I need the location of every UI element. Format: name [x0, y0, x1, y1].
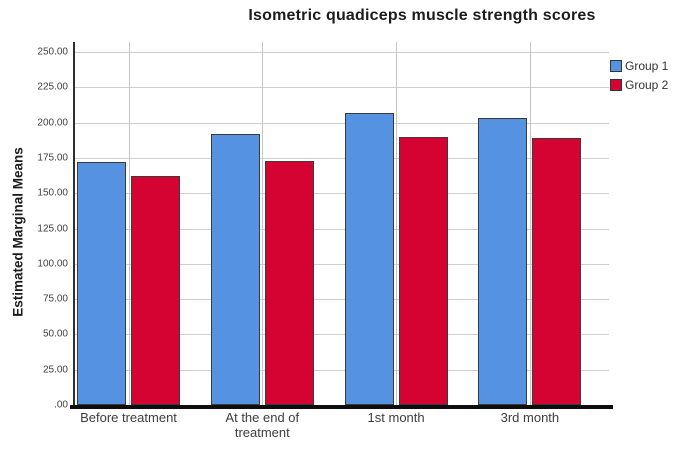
gridline-h: [73, 334, 609, 336]
y-axis-line: [73, 42, 75, 405]
bar-group-2-2: [398, 136, 448, 405]
x-axis-line: [70, 405, 613, 409]
gridline-h: [73, 87, 609, 89]
gridline-v: [396, 42, 398, 405]
x-tick-label: At the end of treatment: [225, 410, 300, 440]
legend: Group 1 Group 2: [610, 56, 668, 94]
y-tick-label: 225.00: [37, 81, 68, 93]
y-tick-label: 25.00: [42, 364, 68, 376]
x-tick-label: 1st month: [367, 410, 425, 425]
y-tick-label: 150.00: [37, 187, 68, 199]
bar-group-2-1: [264, 160, 314, 405]
gridline-h: [73, 299, 609, 301]
bar-group-1-1: [210, 133, 260, 405]
legend-label-group2: Group 2: [625, 77, 669, 92]
y-tick-label: .00: [54, 399, 68, 411]
y-tick-label: 125.00: [37, 223, 68, 234]
gridline-h: [73, 157, 609, 159]
gridline-h: [73, 193, 609, 195]
gridline-h: [73, 122, 609, 124]
x-tick-label: 3rd month: [500, 410, 560, 425]
gridline-v: [128, 42, 130, 405]
bar-group-2-3: [532, 138, 582, 405]
y-tick-label: 250.00: [37, 46, 68, 58]
y-tick-label: 75.00: [42, 293, 68, 305]
y-tick-label: 50.00: [42, 328, 68, 340]
gridline-h: [73, 52, 609, 53]
legend-swatch-group2-icon: [610, 78, 622, 91]
gridline-h: [73, 228, 609, 230]
y-tick-label: 100.00: [37, 258, 68, 270]
y-tick-label: 200.00: [37, 117, 68, 129]
y-tick-label: 175.00: [37, 152, 68, 164]
legend-label-group1: Group 1: [625, 58, 669, 73]
chart-title: Isometric quadiceps muscle strength scor…: [248, 7, 596, 24]
legend-swatch-group1-icon: [610, 59, 622, 72]
gridline-h: [73, 369, 609, 371]
bar-group-1-2: [344, 112, 394, 405]
gridline-v: [529, 42, 531, 405]
bar-group-2-0: [131, 176, 180, 405]
x-tick-label: Before treatment: [80, 410, 177, 425]
gridline-v: [262, 42, 264, 405]
bar-group-1-0: [77, 162, 126, 405]
legend-item-group1: Group 1: [610, 56, 668, 75]
gridline-h: [73, 263, 609, 265]
bar-group-1-3: [478, 118, 528, 405]
legend-item-group2: Group 2: [610, 75, 668, 94]
